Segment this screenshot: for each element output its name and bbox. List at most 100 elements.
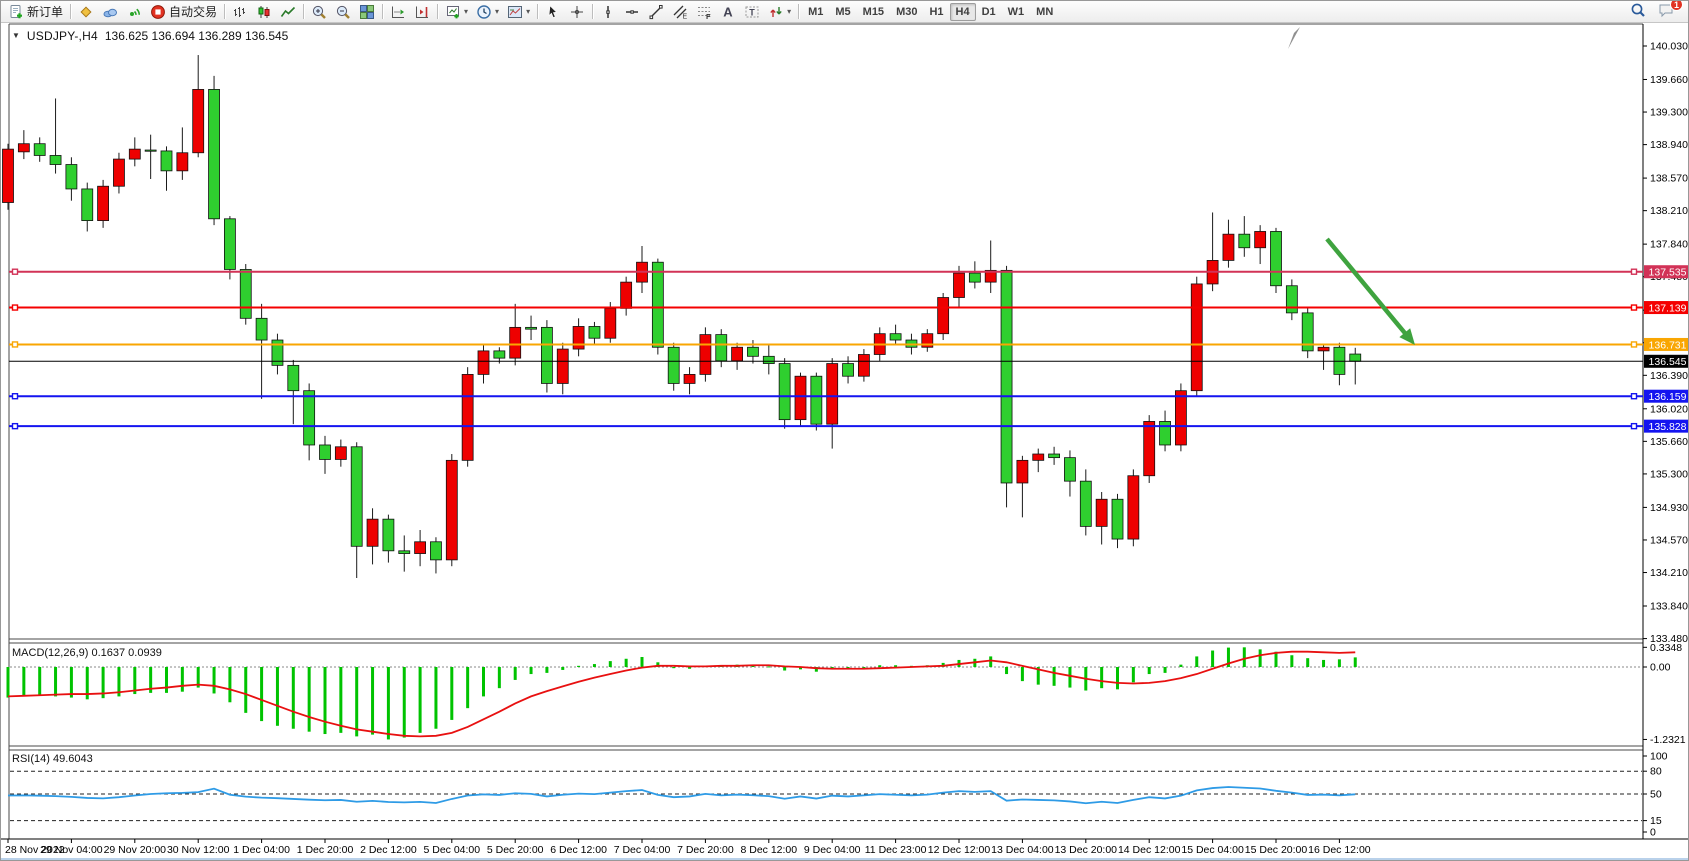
notification-badge: 1 — [1670, 1, 1683, 11]
horizontal-line-button[interactable] — [620, 2, 644, 22]
community-button[interactable] — [98, 2, 122, 22]
toolbar-separator — [303, 4, 305, 19]
timeframe-button-w1[interactable]: W1 — [1002, 3, 1031, 21]
time-tick-label: 16 Dec 12:00 — [1308, 844, 1371, 856]
vertical-line-button[interactable] — [596, 2, 620, 22]
trend-arrow-annotation[interactable] — [1325, 237, 1415, 345]
signals-button[interactable] — [122, 2, 146, 22]
line-handle[interactable] — [11, 393, 19, 400]
cursor-button[interactable] — [541, 2, 565, 22]
line-handle[interactable] — [1630, 422, 1638, 430]
symbol-ohlc-values: 136.625 136.694 136.289 136.545 — [104, 29, 289, 43]
timeframe-button-m15[interactable]: M15 — [857, 3, 890, 21]
toolbar-separator — [437, 4, 439, 19]
timeframe-button-h4[interactable]: H4 — [949, 2, 976, 21]
timeframe-button-mn[interactable]: MN — [1030, 3, 1059, 21]
price-tick-label: 140.030 — [1650, 41, 1688, 53]
price-tick-label: 139.300 — [1650, 107, 1688, 119]
candle — [160, 150, 173, 172]
templates-button[interactable]: ▾ — [503, 2, 534, 22]
horizontal-line-137.535[interactable] — [9, 268, 1643, 275]
candle — [858, 354, 870, 377]
arrows-button[interactable]: ▾ — [764, 2, 795, 22]
equidistant-channel-button[interactable]: E — [668, 2, 692, 22]
zoom-out-button[interactable] — [331, 2, 355, 22]
time-tick-label: 28 Nov 2022 — [5, 844, 65, 856]
svg-text:E: E — [683, 13, 688, 20]
chart-area[interactable]: 140.030 139.660 139.300 138.940 138.570 138.2… — [1, 23, 1688, 860]
doc-plus-icon — [10, 4, 22, 18]
candle — [921, 333, 934, 348]
price-chart[interactable]: 140.030 139.660 139.300 138.940 138.570 138.2… — [1, 23, 1689, 861]
line-handle[interactable] — [1630, 393, 1638, 400]
price-line-label: 137.535 — [1644, 265, 1688, 279]
line-handle[interactable] — [11, 422, 19, 430]
candle — [350, 446, 363, 547]
text-label-button[interactable]: T — [740, 2, 764, 22]
candle — [493, 350, 506, 359]
crosshair-button[interactable] — [565, 2, 589, 22]
candle — [1190, 283, 1203, 392]
time-tick-label: 1 Dec 20:00 — [297, 844, 354, 856]
candle — [128, 148, 141, 160]
periodicity-button[interactable]: ▾ — [472, 2, 503, 22]
candle — [810, 375, 823, 425]
line-handle[interactable] — [11, 341, 19, 348]
timeframe-button-d1[interactable]: D1 — [976, 3, 1002, 21]
timeframe-button-m5[interactable]: M5 — [829, 3, 856, 21]
rsi-scale-label: 50 — [1650, 789, 1662, 801]
candlesticks — [2, 55, 1362, 578]
tile-windows-button[interactable] — [355, 2, 379, 22]
chart-shift-marker[interactable] — [1288, 27, 1300, 49]
dropdown-caret-icon[interactable]: ▾ — [787, 7, 792, 16]
line-handle[interactable] — [1630, 304, 1638, 311]
symbol-dropdown-icon[interactable]: ▼ — [12, 31, 20, 40]
timeframe-button-m30[interactable]: M30 — [890, 3, 923, 21]
horizontal-line-135.828[interactable] — [9, 422, 1643, 430]
line-handle[interactable] — [11, 268, 19, 275]
candle — [509, 326, 522, 359]
svg-text:137.535: 137.535 — [1649, 267, 1687, 279]
candle — [620, 281, 633, 309]
dropdown-caret-icon[interactable]: ▾ — [495, 7, 500, 16]
price-tick-label: 137.840 — [1650, 239, 1688, 251]
trendline-button[interactable] — [644, 2, 668, 22]
price-tick-label: 133.840 — [1650, 601, 1688, 613]
time-tick-label: 29 Nov 04:00 — [40, 844, 103, 856]
newchart-icon — [447, 5, 460, 18]
fibonacci-button[interactable]: F — [692, 2, 716, 22]
price-tick-label: 136.390 — [1650, 370, 1688, 382]
candlestick-chart-button[interactable] — [252, 2, 276, 22]
horizontal-line-137.139[interactable] — [9, 304, 1643, 311]
zoom-in-button[interactable] — [307, 2, 331, 22]
price-line-label: 136.159 — [1644, 389, 1688, 403]
toolbar-separator — [224, 4, 226, 19]
timeframe-button-h1[interactable]: H1 — [923, 3, 949, 21]
auto-trading-button[interactable]: 自动交易 — [146, 2, 221, 22]
line-handle[interactable] — [1630, 268, 1638, 275]
line-chart-button[interactable] — [276, 2, 300, 22]
line-handle[interactable] — [11, 304, 19, 311]
horizontal-line-136.731[interactable] — [9, 341, 1643, 348]
line-handle[interactable] — [1630, 341, 1638, 348]
bar-chart-button[interactable] — [228, 2, 252, 22]
candle — [461, 374, 474, 461]
auto-scroll-button[interactable] — [386, 2, 410, 22]
candle — [1238, 233, 1251, 249]
time-tick-label: 30 Nov 12:00 — [167, 844, 230, 856]
text-button[interactable]: A — [716, 2, 740, 22]
candle — [113, 158, 125, 187]
alerts-button[interactable] — [74, 2, 98, 22]
time-tick-label: 7 Dec 20:00 — [677, 844, 734, 856]
search-button[interactable] — [1626, 1, 1650, 20]
symbol-title: USDJPY-,H4 — [26, 29, 98, 43]
dropdown-caret-icon[interactable]: ▾ — [464, 7, 469, 16]
chart-shift-button[interactable] — [410, 2, 434, 22]
candle — [762, 355, 775, 364]
dropdown-caret-icon[interactable]: ▾ — [526, 7, 531, 16]
price-tick-label: 135.660 — [1650, 436, 1688, 448]
timeframe-button-m1[interactable]: M1 — [802, 3, 829, 21]
new-chart-button[interactable]: ▾ — [441, 2, 472, 22]
new-order-button[interactable]: 新订单 — [4, 2, 67, 22]
horizontal-line-136.159[interactable] — [9, 393, 1643, 400]
